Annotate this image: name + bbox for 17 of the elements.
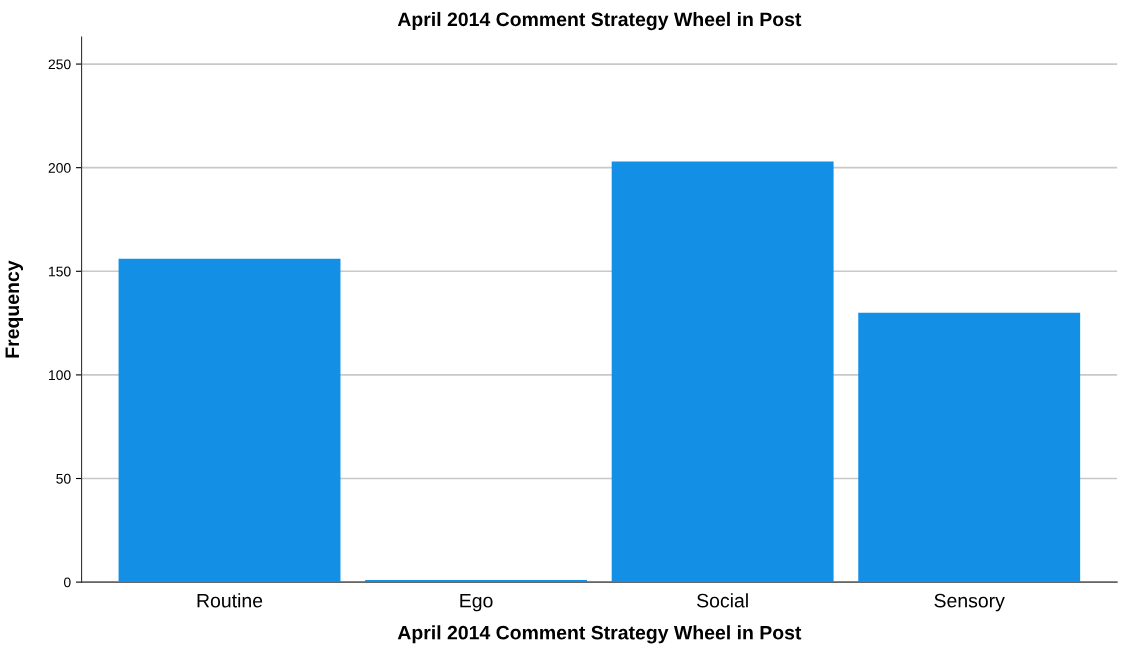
x-tick-label: Routine [197, 593, 263, 608]
y-tick-label: 250 [48, 59, 71, 70]
y-axis-title: Frequency [5, 260, 23, 358]
y-tick-label: 200 [48, 163, 71, 173]
x-tick-label: Social [697, 593, 748, 608]
y-tick-label: 0 [63, 577, 71, 588]
y-tick-label: 50 [56, 473, 71, 484]
bar [611, 161, 834, 583]
x-tick-label: Ego [460, 593, 493, 612]
bar [118, 258, 341, 583]
bar [858, 312, 1081, 583]
bar [365, 580, 588, 583]
y-tick-label: 100 [49, 370, 71, 381]
x-axis-title: April 2014 Comment Strategy Wheel in Post [397, 625, 802, 644]
x-tick-label: Sensory [934, 593, 1005, 612]
y-tick-label: 150 [49, 266, 71, 277]
chart-title: April 2014 Comment Strategy Wheel in Post [397, 11, 802, 31]
